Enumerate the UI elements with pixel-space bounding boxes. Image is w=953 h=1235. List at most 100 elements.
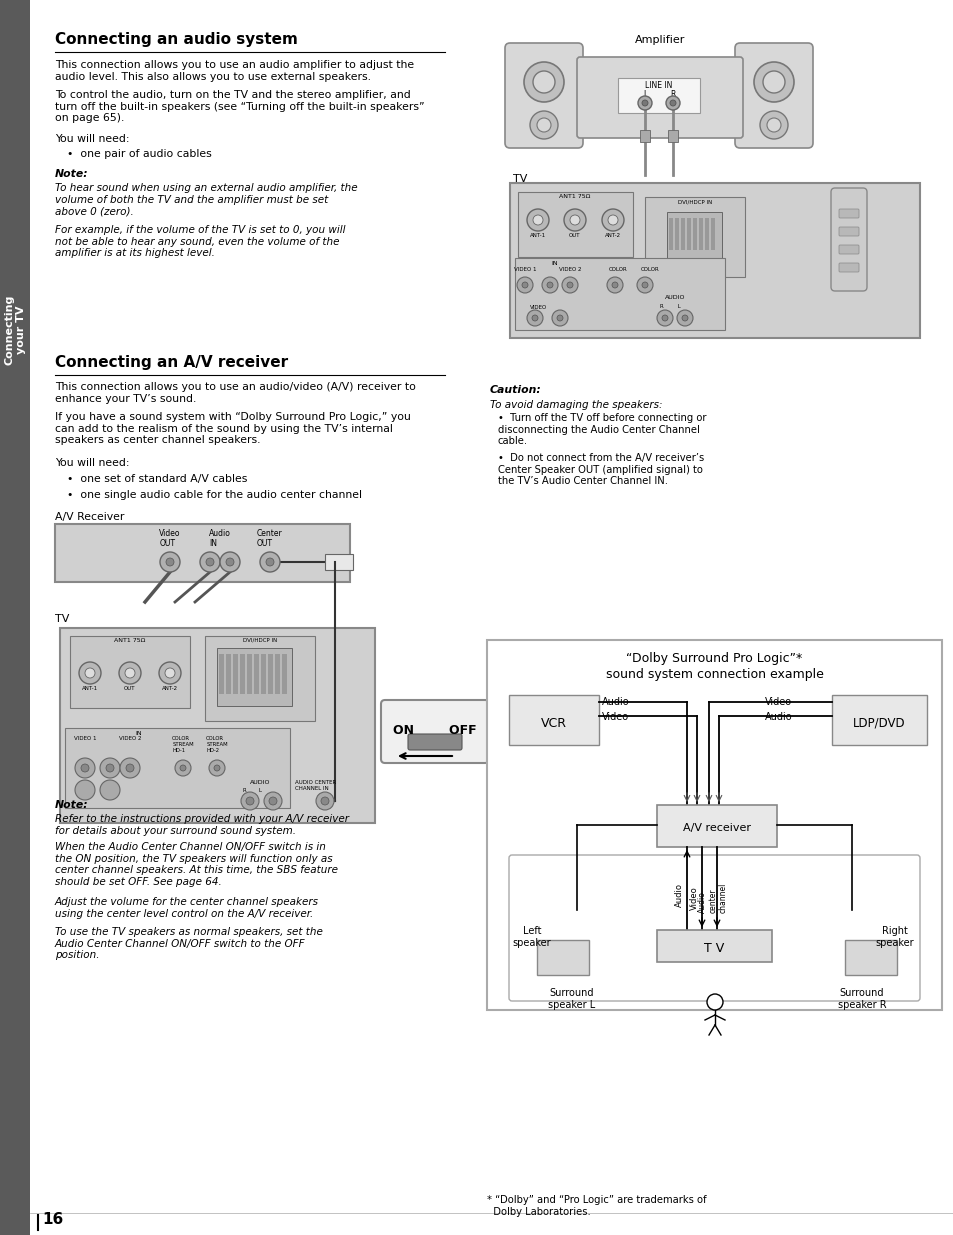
Text: To avoid damaging the speakers:: To avoid damaging the speakers:	[490, 400, 661, 410]
Text: * “Dolby” and “Pro Logic” are trademarks of
  Dolby Laboratories.: * “Dolby” and “Pro Logic” are trademarks…	[486, 1195, 706, 1216]
Text: “Dolby Surround Pro Logic”*: “Dolby Surround Pro Logic”*	[626, 652, 801, 664]
Bar	[644, 198, 744, 277]
Bar	[692, 219, 697, 249]
Text: To hear sound when using an external audio amplifier, the
volume of both the TV : To hear sound when using an external aud…	[55, 183, 357, 216]
FancyBboxPatch shape	[504, 43, 582, 148]
Text: VIDEO 2: VIDEO 2	[118, 736, 141, 741]
Circle shape	[260, 552, 280, 572]
Text: Caution:: Caution:	[490, 385, 541, 395]
Circle shape	[641, 282, 647, 288]
Text: COLOR
STREAM
HD-2: COLOR STREAM HD-2	[206, 736, 228, 752]
Circle shape	[320, 797, 329, 805]
Bar	[675, 219, 679, 249]
Text: Audio
IN: Audio IN	[209, 529, 231, 548]
Text: TV: TV	[55, 614, 70, 624]
Circle shape	[601, 209, 623, 231]
Circle shape	[533, 215, 542, 225]
Text: ANT-1: ANT-1	[529, 233, 545, 238]
Text: A/V receiver: A/V receiver	[682, 823, 750, 832]
FancyBboxPatch shape	[830, 188, 866, 291]
Text: Left
speaker: Left speaker	[512, 926, 551, 947]
Text: DVI/HDCP IN: DVI/HDCP IN	[243, 638, 276, 643]
Circle shape	[606, 277, 622, 293]
Bar	[657, 930, 771, 962]
Circle shape	[766, 119, 781, 132]
Text: COLOR: COLOR	[608, 267, 627, 272]
Circle shape	[526, 209, 548, 231]
FancyBboxPatch shape	[838, 227, 858, 236]
Text: Surround
speaker R: Surround speaker R	[837, 988, 885, 1009]
Circle shape	[119, 662, 141, 684]
Circle shape	[100, 781, 120, 800]
Bar	[226, 655, 231, 694]
Text: Video
OUT: Video OUT	[159, 529, 180, 548]
Circle shape	[79, 662, 101, 684]
Text: You will need:: You will need:	[55, 135, 130, 144]
Circle shape	[681, 315, 687, 321]
Bar	[537, 940, 588, 974]
Bar	[710, 219, 714, 249]
Text: OUT: OUT	[569, 233, 580, 238]
Circle shape	[106, 764, 113, 772]
Text: •  Do not connect from the A/V receiver’s
Center Speaker OUT (amplified signal) : • Do not connect from the A/V receiver’s…	[497, 453, 703, 487]
Text: For example, if the volume of the TV is set to 0, you will
not be able to hear a: For example, if the volume of the TV is …	[55, 225, 345, 258]
Bar	[0, 0, 30, 1235]
Bar	[486, 640, 941, 1010]
Text: R       L: R L	[243, 788, 262, 793]
Bar	[70, 636, 190, 708]
Text: sound system connection example: sound system connection example	[605, 668, 822, 680]
Circle shape	[174, 760, 191, 776]
FancyBboxPatch shape	[838, 263, 858, 272]
Circle shape	[521, 282, 527, 288]
Circle shape	[537, 119, 551, 132]
FancyBboxPatch shape	[838, 209, 858, 219]
Text: •  one set of standard A/V cables: • one set of standard A/V cables	[67, 474, 247, 484]
Text: You will need:: You will need:	[55, 458, 130, 468]
Text: T V: T V	[703, 942, 723, 955]
Text: VIDEO: VIDEO	[530, 305, 547, 310]
Bar	[686, 219, 690, 249]
Bar	[680, 219, 684, 249]
Text: Video: Video	[689, 887, 698, 910]
Circle shape	[100, 758, 120, 778]
Bar	[55, 524, 350, 582]
Bar	[233, 655, 237, 694]
Bar	[844, 940, 896, 974]
Circle shape	[75, 781, 95, 800]
Circle shape	[563, 209, 585, 231]
Text: ANT-2: ANT-2	[604, 233, 620, 238]
Bar	[831, 695, 926, 745]
FancyBboxPatch shape	[577, 57, 742, 138]
Circle shape	[125, 668, 135, 678]
Circle shape	[552, 310, 567, 326]
Circle shape	[264, 792, 282, 810]
FancyBboxPatch shape	[380, 700, 489, 763]
Text: LDP/DVD: LDP/DVD	[852, 718, 904, 730]
Text: Connecting
your TV: Connecting your TV	[4, 295, 26, 366]
Text: This connection allows you to use an audio amplifier to adjust the
audio level. : This connection allows you to use an aud…	[55, 61, 414, 82]
Bar	[274, 655, 280, 694]
Text: 16: 16	[42, 1212, 63, 1228]
Circle shape	[220, 552, 240, 572]
Text: When the Audio Center Channel ON/OFF switch is in
the ON position, the TV speake: When the Audio Center Channel ON/OFF swi…	[55, 842, 337, 887]
Circle shape	[760, 111, 787, 140]
Bar	[517, 191, 633, 257]
Text: Audio: Audio	[764, 713, 792, 722]
Text: R        L: R L	[659, 304, 680, 309]
Text: VCR: VCR	[540, 718, 566, 730]
Circle shape	[81, 764, 89, 772]
Text: •  one pair of audio cables: • one pair of audio cables	[67, 149, 212, 159]
Circle shape	[75, 758, 95, 778]
Circle shape	[637, 277, 652, 293]
Text: ANT1 75Ω: ANT1 75Ω	[114, 638, 146, 643]
Text: Amplifier: Amplifier	[634, 35, 684, 44]
Bar	[282, 655, 287, 694]
Circle shape	[706, 994, 722, 1010]
Bar	[668, 219, 672, 249]
Text: Note:: Note:	[55, 800, 89, 810]
Circle shape	[200, 552, 220, 572]
Circle shape	[561, 277, 578, 293]
Bar	[60, 629, 375, 823]
FancyBboxPatch shape	[838, 245, 858, 254]
Circle shape	[241, 792, 258, 810]
